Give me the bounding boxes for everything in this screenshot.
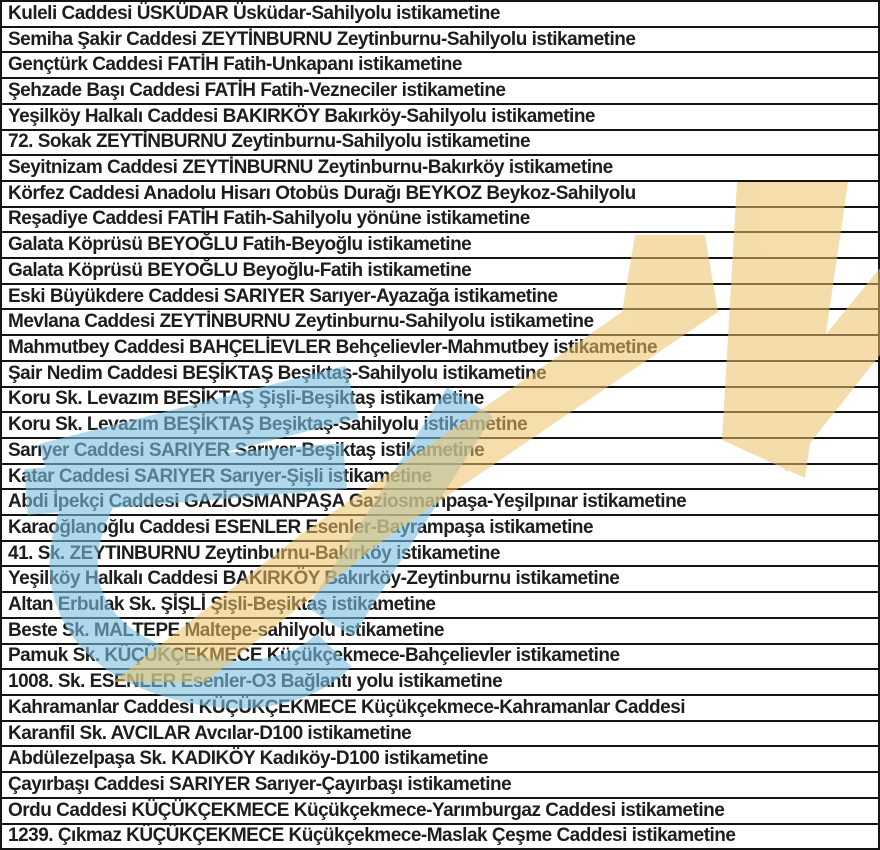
table-row: Altan Erbulak Sk. ŞİŞLİ Şişli-Beşiktaş i… <box>2 593 878 619</box>
table-row: Abdülezelpaşa Sk. KADIKÖY Kadıköy-D100 i… <box>2 747 878 774</box>
table-row: Şair Nedim Caddesi BEŞİKTAŞ Beşiktaş-Sah… <box>2 362 878 388</box>
table-row: Mahmutbey Caddesi BAHÇELİEVLER Behçeliev… <box>2 336 878 362</box>
table-row: Eski Büyükdere Caddesi SARIYER Sarıyer-A… <box>2 285 878 311</box>
table-row: Sarıyer Caddesi SARIYER Sarıyer-Beşiktaş… <box>2 439 878 465</box>
table-row: Galata Köprüsü BEYOĞLU Beyoğlu-Fatih ist… <box>2 259 878 285</box>
table-row: 72. Sokak ZEYTİNBURNU Zeytinburnu-Sahily… <box>2 131 878 157</box>
table-row: Abdi İpekçi Caddesi GAZİOSMANPAŞA Gazios… <box>2 490 878 517</box>
table-row: Koru Sk. Levazım BEŞİKTAŞ Şişli-Beşiktaş… <box>2 388 878 414</box>
table-row: Körfez Caddesi Anadolu Hisarı Otobüs Dur… <box>2 182 878 208</box>
table-row: Ordu Caddesi KÜÇÜKÇEKMECE Küçükçekmece-Y… <box>2 799 878 825</box>
table-row: Yeşilköy Halkalı Caddesi BAKIRKÖY Bakırk… <box>2 105 878 131</box>
table-row: Reşadiye Caddesi FATİH Fatih-Sahilyolu y… <box>2 208 878 234</box>
table-row: Çayırbaşı Caddesi SARIYER Sarıyer-Çayırb… <box>2 773 878 799</box>
table-row: Şehzade Başı Caddesi FATİH Fatih-Vezneci… <box>2 79 878 105</box>
table-row: Katar Caddesi SARIYER Sarıyer-Şişli isti… <box>2 465 878 491</box>
table-row: Karaoğlanoğlu Caddesi ESENLER Esenler-Ba… <box>2 516 878 542</box>
table-row: 41. Sk. ZEYTINBURNU Zeytinburnu-Bakırköy… <box>2 542 878 568</box>
table-row: Gençtürk Caddesi FATİH Fatih-Unkapanı is… <box>2 53 878 80</box>
table-row: Beste Sk. MALTEPE Maltepe-sahilyolu isti… <box>2 619 878 645</box>
table-row: Mevlana Caddesi ZEYTİNBURNU Zeytinburnu-… <box>2 310 878 337</box>
table-row: 1008. Sk. ESENLER Esenler-O3 Bağlantı yo… <box>2 670 878 696</box>
table-row: Karanfil Sk. AVCILAR Avcılar-D100 istika… <box>2 722 878 748</box>
table-row: 1239. Çıkmaz KÜÇÜKÇEKMECE Küçükçekmece-M… <box>8 825 736 847</box>
table-row: Seyitnizam Caddesi ZEYTİNBURNU Zeytinbur… <box>2 156 878 182</box>
table-row: Galata Köprüsü BEYOĞLU Fatih-Beyoğlu ist… <box>2 233 878 260</box>
table-row: Pamuk Sk. KÜÇÜKÇEKMECE Küçükçekmece-Bahç… <box>2 645 878 671</box>
table-row: Kahramanlar Caddesi KÜÇÜKÇEKMECE Küçükçe… <box>2 696 878 722</box>
table-row: Yeşilköy Halkalı Caddesi BAKIRKÖY Bakırk… <box>2 567 878 594</box>
table-row: Kuleli Caddesi ÜSKÜDAR Üsküdar-Sahilyolu… <box>2 2 878 28</box>
table-row: Semiha Şakir Caddesi ZEYTİNBURNU Zeytinb… <box>2 28 878 54</box>
table-row: Koru Sk. Levazım BEŞİKTAŞ Beşiktaş-Sahil… <box>2 413 878 439</box>
